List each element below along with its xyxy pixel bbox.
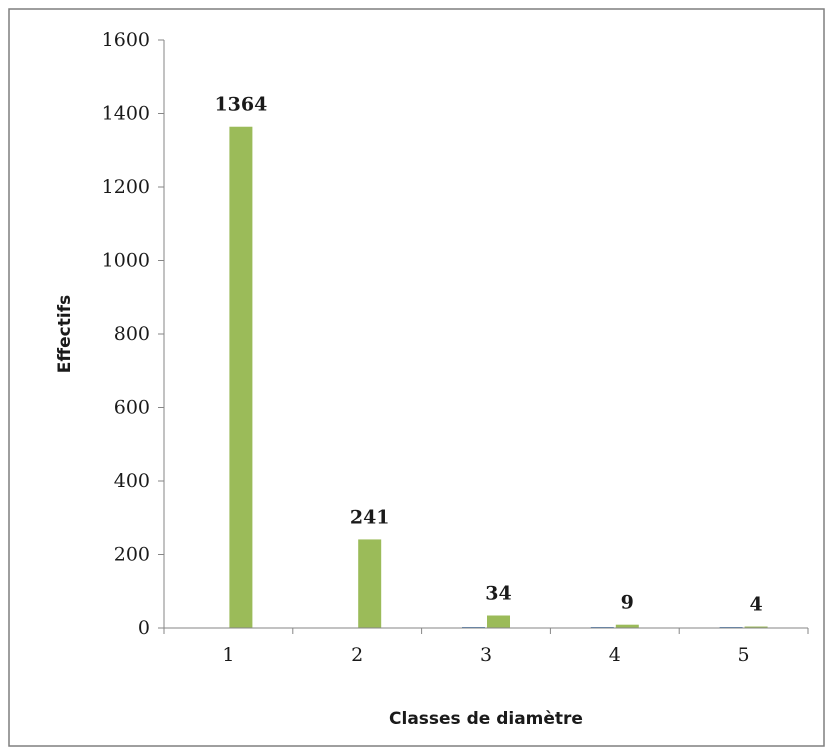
y-tick-label: 1200: [102, 176, 150, 198]
y-tick-label: 600: [114, 397, 150, 419]
data-label: 34: [485, 583, 511, 605]
x-tick-label: 1: [222, 644, 234, 666]
data-label: 9: [621, 592, 634, 614]
y-axis-title: Effectifs: [55, 295, 75, 373]
bar: [487, 615, 510, 628]
y-tick-label: 200: [114, 544, 150, 566]
bar: [358, 539, 382, 628]
bar: [744, 626, 768, 628]
data-label: 1364: [214, 94, 267, 116]
data-label: 241: [350, 506, 390, 528]
y-tick-label: 400: [114, 470, 150, 492]
x-tick-label: 4: [609, 644, 621, 666]
y-tick-label: 800: [114, 323, 150, 345]
chart-frame: [8, 8, 825, 747]
y-tick-label: 1600: [102, 29, 150, 51]
bar: [229, 126, 253, 628]
data-label: 4: [749, 594, 762, 616]
x-tick-label: 3: [480, 644, 492, 666]
x-tick-label: 5: [738, 644, 750, 666]
x-tick-label: 2: [351, 644, 363, 666]
y-tick-label: 1400: [102, 103, 150, 125]
y-tick-label: 0: [138, 617, 150, 639]
x-axis-title: Classes de diamètre: [389, 709, 583, 729]
bar: [615, 624, 639, 628]
y-tick-label: 1000: [102, 250, 150, 272]
